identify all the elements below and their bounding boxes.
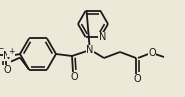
Text: O: O (133, 74, 141, 84)
Text: −: − (0, 45, 3, 54)
Text: +: + (8, 48, 14, 56)
Text: N: N (99, 32, 106, 42)
Text: N: N (86, 45, 94, 55)
Text: O: O (3, 65, 11, 75)
Text: N: N (3, 51, 11, 61)
Text: O: O (148, 48, 156, 58)
Text: O: O (70, 72, 78, 82)
